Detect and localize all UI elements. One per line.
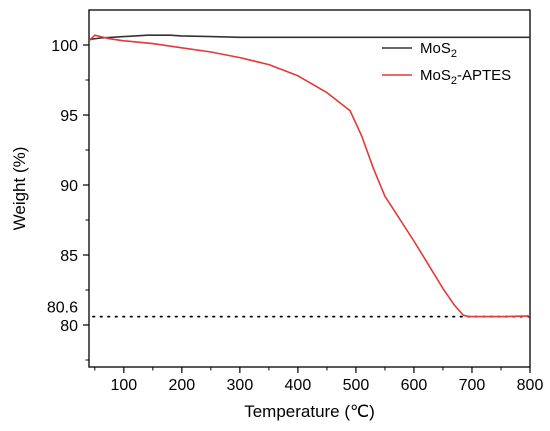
series-line-mos2 — [89, 34, 530, 41]
x-tick-label: 500 — [343, 377, 370, 394]
legend: MoS2 MoS2-APTES — [382, 40, 511, 87]
x-tick-label: 600 — [401, 377, 428, 394]
y-axis-label: Weight (%) — [10, 147, 29, 231]
x-tick-label: 300 — [227, 377, 254, 394]
x-tick-label: 700 — [459, 377, 486, 394]
legend-label-mos2-aptes: MoS2-APTES — [420, 67, 511, 87]
x-tick-label: 800 — [517, 377, 544, 394]
y-tick-labels: 80 85 90 95 100 80.6 — [47, 38, 78, 335]
legend-label-mos2: MoS2 — [420, 40, 457, 60]
y-tick-label: 90 — [60, 178, 78, 195]
x-tick-label: 400 — [285, 377, 312, 394]
axis-ticks — [83, 44, 531, 373]
y-tick-label: 100 — [51, 38, 78, 55]
plot-frame — [88, 9, 531, 368]
data-series — [89, 34, 530, 318]
series-line-mos2-aptes — [89, 34, 530, 318]
reference-line-label: 80.6 — [47, 300, 78, 317]
x-tick-label: 100 — [110, 377, 137, 394]
x-axis-label: Temperature (℃) — [244, 402, 375, 421]
x-tick-labels: 100 200 300 400 500 600 700 800 — [110, 377, 543, 394]
y-tick-label: 80 — [60, 318, 78, 335]
x-tick-label: 200 — [168, 377, 195, 394]
y-tick-label: 95 — [60, 108, 78, 125]
y-tick-label: 85 — [60, 248, 78, 265]
